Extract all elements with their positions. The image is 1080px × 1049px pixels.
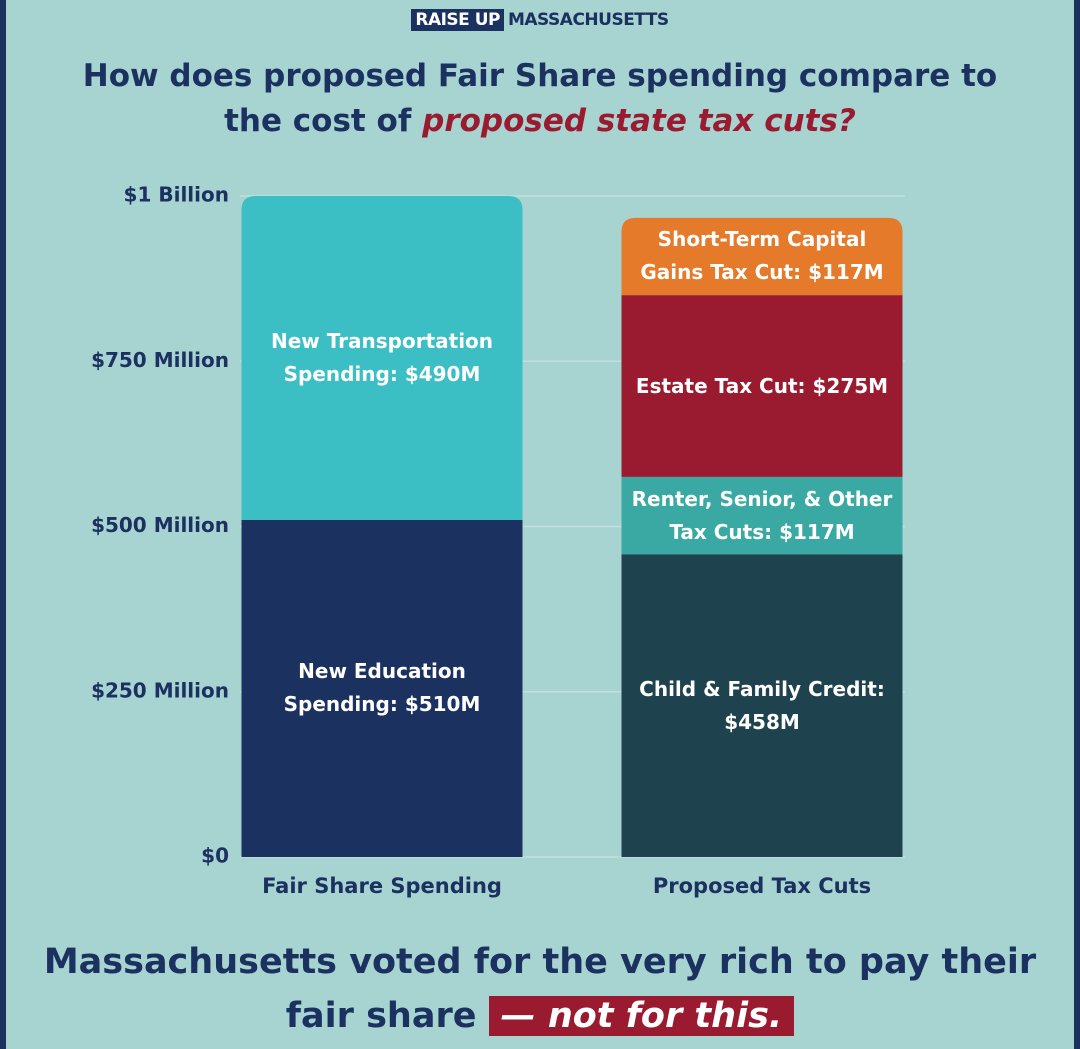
segment-label: Short-Term Capital Gains Tax Cut: $117M — [622, 218, 903, 295]
series-name: Child & Family Credit: — [639, 676, 885, 701]
series-name: New Transportation Spending: — [270, 328, 494, 386]
segment-label: Renter, Senior, & Other Tax Cuts: $117M — [622, 477, 903, 554]
segment-label: New Education Spending: $510M — [242, 520, 523, 857]
edge — [1074, 0, 1080, 1049]
segment-label: Estate Tax Cut: $275M — [622, 295, 903, 477]
segment-label: Child & Family Credit: $458M — [622, 554, 903, 857]
y-tick-label: $0 — [201, 844, 229, 868]
segment-text: Short-Term Capital Gains Tax Cut: $117M — [630, 223, 895, 289]
segment-text: Estate Tax Cut: $275M — [636, 370, 888, 403]
brand: RAISE UP — [411, 9, 504, 31]
bar-segment — [621, 554, 903, 857]
bar-segment — [621, 217, 903, 296]
value-label: $490M — [404, 361, 481, 386]
series-name: New Education Spending: — [283, 659, 466, 717]
title-highlight: proposed state tax cuts? — [422, 103, 856, 139]
segment-text: Child & Family Credit: $458M — [630, 673, 895, 739]
bar-segment — [621, 476, 903, 555]
bar-segment — [241, 519, 523, 857]
bar-segment — [621, 295, 903, 477]
series-name: Short-Term Capital Gains Tax Cut: — [640, 227, 867, 285]
title-text: How does proposed Fair Share spending co… — [82, 58, 998, 139]
logo: RAISE UP MASSACHUSETTS — [0, 9, 1080, 31]
segment-text: New Education Spending: $510M — [250, 655, 515, 721]
y-tick-label: $500 Million — [91, 513, 229, 537]
edge — [0, 0, 6, 1049]
value-label: $117M — [779, 519, 855, 544]
value-label: $510M — [404, 692, 481, 717]
value-label: $275M — [812, 373, 889, 398]
footer: Massachusetts voted for the very rich to… — [40, 935, 1040, 1043]
segment-label: New Transportation Spending: $490M — [242, 196, 523, 520]
series-name: Estate Tax Cut: — [635, 373, 806, 398]
x-tick-label: Proposed Tax Cuts — [653, 874, 871, 898]
footer-text: Massachusetts voted for the very rich to… — [43, 942, 1037, 1036]
y-tick-label: $750 Million — [91, 348, 229, 372]
segment-text: Renter, Senior, & Other Tax Cuts: $117M — [630, 483, 895, 549]
y-tick-label: $250 Million — [91, 678, 229, 702]
footer-highlight: — not for this. — [488, 996, 795, 1036]
segment-text: New Transportation Spending: $490M — [250, 325, 515, 391]
value-label: $117M — [808, 260, 884, 285]
x-tick-label: Fair Share Spending — [262, 874, 502, 898]
series-name: Renter, Senior, & Other Tax Cuts: — [631, 486, 893, 544]
value-label: $458M — [724, 709, 800, 734]
chart-title: How does proposed Fair Share spending co… — [60, 54, 1020, 144]
y-tick-label: $1 Billion — [124, 183, 229, 207]
bar-segment — [241, 196, 523, 520]
brand: MASSACHUSETTS — [507, 10, 669, 30]
